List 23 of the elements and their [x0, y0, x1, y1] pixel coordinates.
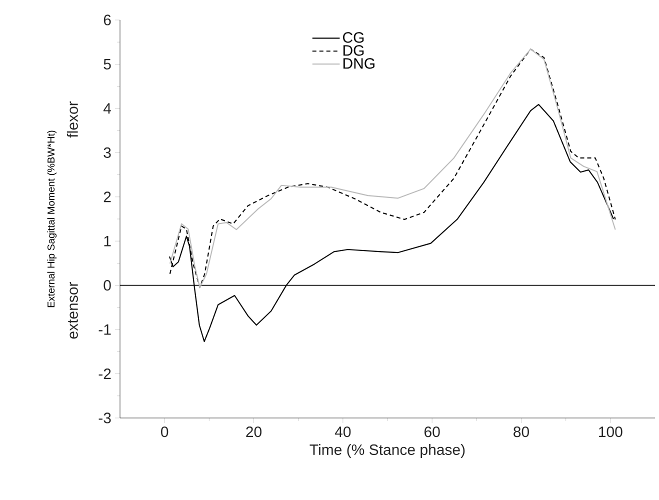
- y-tick-label: 1: [104, 236, 111, 246]
- y-axis-title: External Hip Sagittal Moment (%BW*Ht): [47, 130, 57, 308]
- text: extensor: [68, 282, 78, 339]
- y-tick-label: 2: [104, 192, 111, 202]
- legend-label: DNG: [343, 58, 374, 69]
- y-tick-label: -3: [98, 412, 111, 424]
- y-tick-label: 6: [104, 14, 111, 26]
- x-tick-label: 0: [161, 426, 168, 438]
- x-tick-label: 80: [514, 426, 529, 438]
- legend-label: DG: [343, 45, 364, 56]
- y-tick-label: -2: [98, 368, 111, 379]
- y-tick-label: 0: [104, 280, 111, 291]
- text: flexor: [66, 101, 78, 138]
- x-tick-label: 100: [599, 426, 622, 438]
- y-tick-label: -1: [98, 324, 111, 335]
- x-tick-label: 40: [334, 426, 351, 438]
- x-tick-label: 60: [424, 426, 440, 438]
- y-tick-label: 5: [104, 58, 111, 70]
- x-tick-label: 20: [246, 426, 262, 438]
- x-axis-title: Time (% Stance phase): [310, 444, 465, 458]
- y-tick-label: 3: [104, 147, 111, 158]
- legend-label: CG: [343, 32, 364, 43]
- y-tick-label: 4: [103, 103, 112, 114]
